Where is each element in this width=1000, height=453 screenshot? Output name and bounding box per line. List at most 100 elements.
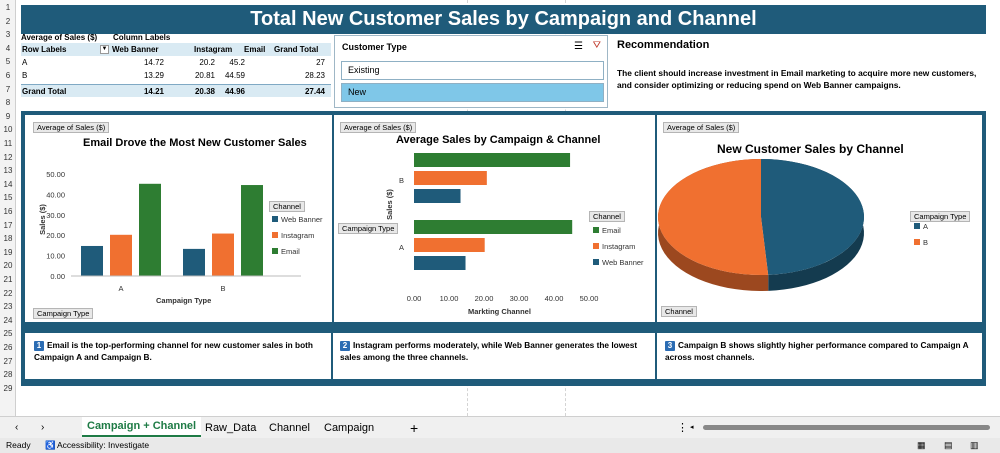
value-field-button[interactable]: Average of Sales ($) xyxy=(33,122,110,133)
recommendation-box: Recommendation The client should increas… xyxy=(611,35,986,110)
clear-filter-icon[interactable]: ⛛ xyxy=(592,40,601,51)
scroll-left-icon[interactable]: ‹ xyxy=(15,422,19,433)
row-number[interactable]: 22 xyxy=(3,288,13,298)
scroll-right-icon[interactable]: › xyxy=(41,422,45,433)
legend-swatch xyxy=(914,239,920,245)
row-headers: 1 2 3 4 5 6 7 8 9 10 11 12 13 14 15 16 17 18 19 20 21 22 23 24 2… xyxy=(0,0,16,416)
row-number[interactable]: 24 xyxy=(3,315,13,325)
accessibility-icon: ♿ xyxy=(45,440,56,450)
row-number[interactable]: 29 xyxy=(3,383,13,393)
slicer-item-new[interactable]: New xyxy=(341,83,604,102)
row-number[interactable]: 9 xyxy=(5,111,11,121)
row-number[interactable]: 5 xyxy=(5,57,11,67)
value-field-button[interactable]: Average of Sales ($) xyxy=(663,122,740,133)
add-sheet-icon[interactable]: + xyxy=(410,420,419,436)
row-number[interactable]: 19 xyxy=(3,247,13,257)
horizontal-scrollbar[interactable] xyxy=(703,425,990,430)
bar-web-banner xyxy=(81,245,103,276)
chart-title: Email Drove the Most New Customer Sales xyxy=(83,137,307,149)
legend-field-button[interactable]: Channel xyxy=(269,201,305,212)
row-number[interactable]: 26 xyxy=(3,343,13,352)
insight-text: Campaign B shows slightly higher perform… xyxy=(665,340,969,362)
row-number[interactable]: 3 xyxy=(5,30,11,40)
y-tick-label: 30.00 xyxy=(46,211,65,220)
pivot-col-header: Instagram xyxy=(194,45,233,54)
row-number[interactable]: 21 xyxy=(3,275,13,284)
pie-slice-b xyxy=(657,159,769,275)
page-layout-icon[interactable]: ▤ xyxy=(944,440,953,450)
x-axis-label: Campaign Type xyxy=(156,296,212,305)
page-break-icon[interactable]: ▥ xyxy=(970,440,979,450)
row-number[interactable]: 16 xyxy=(3,207,13,216)
legend-swatch xyxy=(914,223,920,229)
recommendation-heading: Recommendation xyxy=(617,39,710,51)
tab-campaign-channel[interactable]: Campaign + Channel xyxy=(82,417,202,437)
row-number[interactable]: 25 xyxy=(3,329,13,339)
legend-field-button[interactable]: Channel xyxy=(589,211,625,222)
row-number[interactable]: 14 xyxy=(3,179,13,189)
row-number[interactable]: 2 xyxy=(5,16,11,26)
pivot-header-row: Row Labels ▼ Web Banner Instagram Email … xyxy=(21,43,331,56)
x-tick-label: B xyxy=(220,284,225,293)
axis-field-button[interactable]: Campaign Type xyxy=(33,308,94,319)
axis-field-button[interactable]: Campaign Type xyxy=(338,223,399,234)
row-number[interactable]: 13 xyxy=(3,166,13,176)
row-number[interactable]: 7 xyxy=(5,84,11,94)
sheet-tab-bar: ‹ › Campaign + Channel Raw_Data Channel … xyxy=(0,416,1000,438)
tab-raw-data[interactable]: Raw_Data xyxy=(205,422,257,434)
pie-chart: AB xyxy=(657,159,928,291)
row-number[interactable]: 1 xyxy=(5,3,11,12)
filter-dropdown-icon[interactable]: ▼ xyxy=(100,45,109,54)
dashboard-frame: Average of Sales ($) Email Drove the Mos… xyxy=(21,111,986,386)
insight-card-3: 3 Campaign B shows slightly higher perfor… xyxy=(657,333,982,379)
row-number[interactable]: 12 xyxy=(3,152,13,162)
row-number[interactable]: 11 xyxy=(3,139,13,148)
legend-label: Instagram xyxy=(602,242,635,251)
normal-view-icon[interactable]: ▦ xyxy=(917,440,926,450)
y-tick-label: A xyxy=(399,243,404,252)
bar-web-banner xyxy=(414,189,461,203)
row-number[interactable]: 18 xyxy=(3,234,13,244)
customer-type-slicer[interactable]: Customer Type ☰ ⛛ Existing New xyxy=(334,35,608,108)
bar-instagram xyxy=(212,233,234,276)
more-options-icon[interactable]: ⋮ xyxy=(677,422,688,434)
row-number[interactable]: 15 xyxy=(3,193,13,203)
row-number[interactable]: 17 xyxy=(3,220,13,230)
status-ready: Ready xyxy=(6,440,31,450)
row-number[interactable]: 28 xyxy=(3,370,13,380)
pivot-col-labels[interactable]: Column Labels xyxy=(113,33,171,42)
tab-campaign[interactable]: Campaign xyxy=(324,422,375,434)
row-number[interactable]: 4 xyxy=(5,43,11,53)
legend-swatch xyxy=(593,243,599,249)
x-tick-label: 20.00 xyxy=(475,294,494,303)
legend-swatch xyxy=(593,259,599,265)
row-number[interactable]: 23 xyxy=(3,302,13,312)
legend-field-button[interactable]: Campaign Type xyxy=(910,211,971,222)
legend-label: B xyxy=(923,238,928,247)
scroll-left-arrow-icon[interactable]: ◂ xyxy=(690,424,694,431)
accessibility-status[interactable]: Accessibility: Investigate xyxy=(57,440,150,450)
row-number[interactable]: 8 xyxy=(5,98,11,108)
row-number[interactable]: 27 xyxy=(3,356,13,366)
legend-swatch xyxy=(272,216,278,222)
x-tick-label: 0.00 xyxy=(407,294,422,303)
row-number[interactable]: 6 xyxy=(5,71,11,80)
slicer-item-existing[interactable]: Existing xyxy=(341,61,604,80)
chart-panel-3[interactable]: Average of Sales ($) New Customer Sales … xyxy=(657,115,982,322)
bar-chart-vertical: 50.00 40.00 30.00 20.00 10.00 0.00 A B Web Banne… xyxy=(46,170,323,293)
number-one-icon: 1 xyxy=(34,341,44,351)
pivot-row: A 14.72 20.2 45.2 27 xyxy=(22,58,325,67)
pivot-row-labels[interactable]: Row Labels xyxy=(22,45,67,54)
pivot-col-header: Email xyxy=(244,45,266,54)
multi-select-icon[interactable]: ☰ xyxy=(574,41,583,52)
tab-channel[interactable]: Channel xyxy=(269,422,310,434)
y-tick-label: B xyxy=(399,176,404,185)
value-field-button[interactable]: Average of Sales ($) xyxy=(340,122,417,133)
row-number[interactable]: 10 xyxy=(3,125,13,135)
axis-field-button[interactable]: Channel xyxy=(661,306,697,317)
row-number[interactable]: 20 xyxy=(3,261,13,271)
chart-panel-1[interactable]: Average of Sales ($) Email Drove the Mos… xyxy=(25,115,332,322)
legend-swatch xyxy=(272,248,278,254)
chart-panel-2[interactable]: Average of Sales ($) Average Sales by Ca… xyxy=(334,115,655,322)
